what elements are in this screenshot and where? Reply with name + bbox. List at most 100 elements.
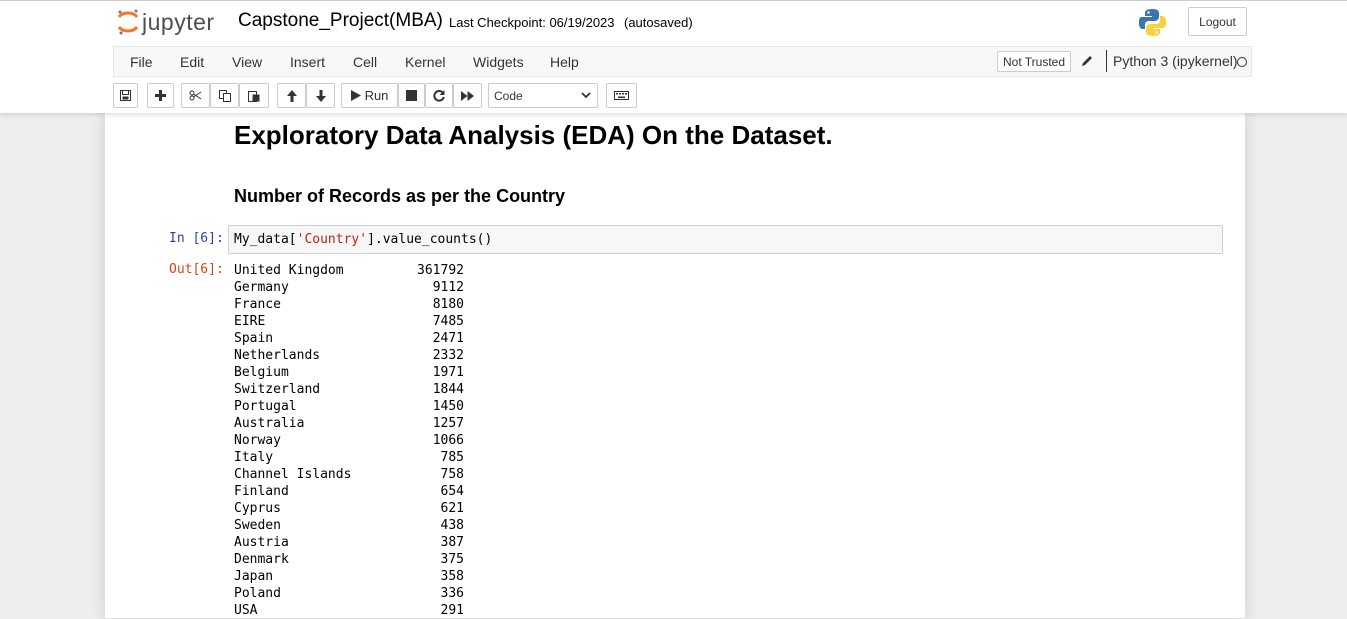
autosave-status: (autosaved)	[624, 15, 693, 30]
menu-file[interactable]: File	[130, 54, 153, 70]
arrow-down-icon	[315, 89, 326, 102]
markdown-heading-eda: Exploratory Data Analysis (EDA) On the D…	[234, 120, 833, 150]
output-country-count: 654	[440, 484, 464, 499]
trust-status-button[interactable]: Not Trusted	[997, 51, 1072, 72]
output-country-name: Sweden	[234, 518, 281, 533]
output-country-count: 1450	[432, 399, 464, 414]
notebook-name[interactable]: Capstone_Project(MBA)	[238, 10, 443, 31]
output-row: Portugal 1450	[234, 398, 474, 415]
pencil-icon[interactable]	[1081, 54, 1094, 67]
insert-cell-button[interactable]	[147, 83, 174, 108]
chevron-down-icon	[581, 92, 591, 99]
restart-kernel-button[interactable]	[425, 83, 453, 108]
python-logo-icon	[1139, 9, 1166, 36]
output-country-count: 7485	[432, 314, 464, 329]
stop-icon	[406, 90, 417, 101]
notebook-header: jupyter Capstone_Project(MBA) Last Check…	[0, 0, 1347, 113]
header-top-bar: jupyter Capstone_Project(MBA) Last Check…	[0, 1, 1347, 46]
plus-icon	[155, 90, 166, 101]
move-down-button[interactable]	[306, 83, 335, 108]
code-cell-input[interactable]: My_data['Country'].value_counts()	[228, 225, 1223, 254]
code-string-literal: 'Country'	[296, 232, 368, 247]
output-country-count: 758	[440, 467, 464, 482]
keyboard-icon	[614, 91, 629, 100]
save-button[interactable]	[113, 83, 138, 108]
output-country-count: 1066	[432, 433, 464, 448]
interrupt-kernel-button[interactable]	[398, 83, 425, 108]
output-country-name: United Kingdom	[234, 263, 344, 278]
output-row: Cyprus 621	[234, 500, 474, 517]
cell-output: United Kingdom 361792 Germany 9112 France 818…	[234, 262, 474, 619]
cell-type-select[interactable]: Code	[488, 83, 598, 108]
code-text: ].value_counts()	[367, 232, 493, 247]
output-row: France 8180	[234, 296, 474, 313]
output-row: Sweden 438	[234, 517, 474, 534]
output-country-name: Belgium	[234, 365, 289, 380]
kernel-name[interactable]: Python 3 (ipykernel)	[1106, 50, 1238, 72]
arrow-up-icon	[286, 89, 297, 102]
output-country-count: 621	[440, 501, 464, 516]
menu-view[interactable]: View	[232, 54, 263, 70]
output-country-name: Portugal	[234, 399, 297, 414]
command-palette-button[interactable]	[606, 83, 637, 108]
output-prompt: Out[6]:	[169, 262, 224, 277]
output-country-name: Japan	[234, 569, 274, 584]
menu-edit[interactable]: Edit	[180, 54, 205, 70]
output-country-name: France	[234, 297, 281, 312]
output-row: Denmark 375	[234, 551, 474, 568]
output-country-name: EIRE	[234, 314, 266, 329]
output-country-name: Netherlands	[234, 348, 321, 363]
output-country-name: Australia	[234, 416, 305, 431]
output-row: Japan 358	[234, 568, 474, 585]
output-row: Australia 1257	[234, 415, 474, 432]
menu-help[interactable]: Help	[550, 54, 579, 70]
output-country-name: Switzerland	[234, 382, 321, 397]
checkpoint-status: Last Checkpoint: 06/19/2023	[449, 15, 615, 30]
copy-button[interactable]	[210, 83, 239, 108]
output-country-name: Finland	[234, 484, 289, 499]
output-row: Poland 336	[234, 585, 474, 602]
output-country-name: Norway	[234, 433, 281, 448]
logout-button[interactable]: Logout	[1188, 7, 1247, 36]
output-country-name: Cyprus	[234, 501, 281, 516]
output-country-name: Channel Islands	[234, 467, 352, 482]
output-country-count: 2332	[432, 348, 464, 363]
copy-icon	[218, 89, 231, 102]
output-country-count: 336	[440, 586, 464, 601]
run-button[interactable]: Run	[341, 83, 398, 108]
menu-cell[interactable]: Cell	[353, 54, 378, 70]
menu-kernel[interactable]: Kernel	[405, 54, 446, 70]
output-country-count: 1971	[432, 365, 464, 380]
paste-button[interactable]	[239, 83, 269, 108]
output-country-name: Poland	[234, 586, 281, 601]
cell-type-value: Code	[494, 88, 523, 103]
restart-icon	[433, 89, 445, 102]
output-country-count: 9112	[432, 280, 464, 295]
fast-forward-icon	[461, 90, 474, 101]
menu-bar: File Edit View Insert Cell Kernel Widget…	[113, 46, 1252, 77]
menu-insert[interactable]: Insert	[290, 54, 326, 70]
output-country-count: 361792	[417, 263, 464, 278]
paste-icon	[248, 90, 260, 102]
save-icon	[120, 90, 131, 101]
output-country-name: Germany	[234, 280, 289, 295]
jupyter-logo-text: jupyter	[142, 8, 215, 35]
output-country-name: Denmark	[234, 552, 289, 567]
jupyter-logo[interactable]: jupyter	[116, 7, 215, 37]
kernel-idle-indicator-icon	[1237, 57, 1247, 67]
output-country-name: Austria	[234, 535, 289, 550]
output-row: Finland 654	[234, 483, 474, 500]
output-country-count: 1257	[432, 416, 464, 431]
output-row: United Kingdom 361792	[234, 262, 474, 279]
output-country-count: 291	[440, 603, 464, 618]
menu-widgets[interactable]: Widgets	[473, 54, 524, 70]
restart-run-all-button[interactable]	[453, 83, 482, 108]
output-country-count: 358	[440, 569, 464, 584]
output-row: Netherlands 2332	[234, 347, 474, 364]
cut-button[interactable]	[181, 83, 210, 108]
output-country-name: Spain	[234, 331, 274, 346]
move-up-button[interactable]	[277, 83, 306, 108]
output-row: Spain 2471	[234, 330, 474, 347]
notebook-container: Exploratory Data Analysis (EDA) On the D…	[105, 112, 1245, 618]
run-label: Run	[364, 88, 389, 103]
